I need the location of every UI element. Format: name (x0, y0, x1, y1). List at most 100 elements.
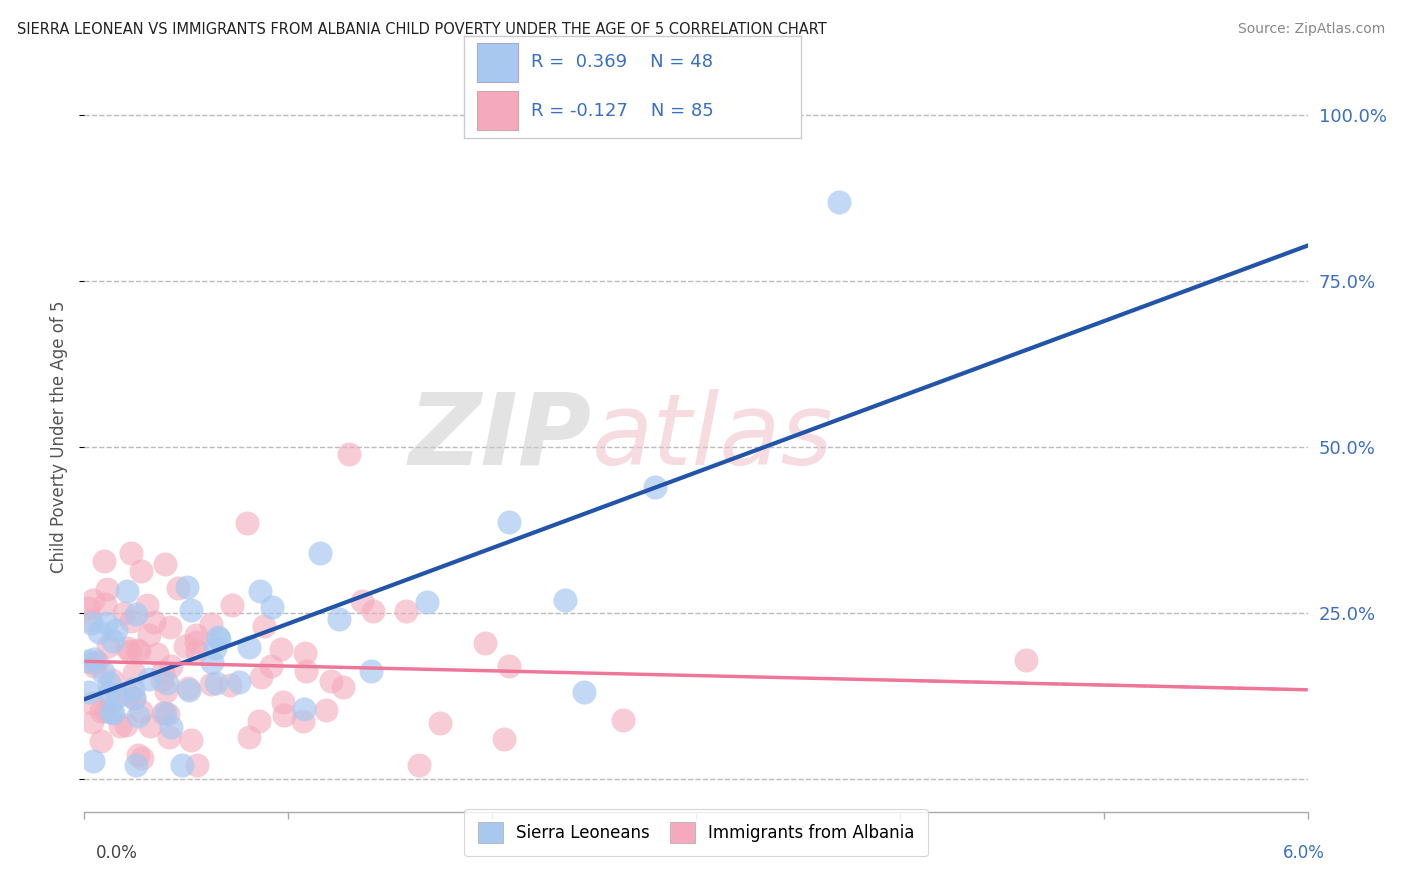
Point (156, 706, 179, 721)
Point (138, 718, 160, 732)
Point (122, 691, 145, 706)
Point (271, 694, 294, 708)
Point (238, 730, 260, 744)
Point (129, 705, 152, 719)
Point (429, 715, 451, 730)
Point (152, 706, 174, 720)
Point (228, 675, 250, 690)
Point (200, 617, 222, 632)
Point (146, 647, 169, 661)
Point (94, 615, 117, 630)
Point (83, 651, 105, 665)
Point (152, 665, 174, 679)
Point (554, 592, 576, 607)
Point (249, 584, 271, 599)
Point (86, 655, 108, 669)
Point (120, 614, 142, 628)
Point (262, 600, 284, 615)
Point (91, 665, 114, 679)
Point (360, 664, 382, 678)
Point (361, 604, 384, 618)
Point (494, 732, 516, 747)
Point (77, 654, 100, 668)
Point (612, 713, 634, 727)
Point (204, 676, 226, 690)
Point (135, 598, 157, 612)
Point (108, 719, 131, 733)
Point (339, 447, 361, 461)
Point (125, 607, 148, 622)
Point (80, 696, 103, 710)
Point (174, 640, 197, 654)
Point (474, 636, 496, 650)
Point (83, 656, 105, 670)
Point (250, 670, 273, 684)
Point (127, 642, 149, 657)
Point (828, 194, 851, 209)
Point (221, 598, 243, 612)
Point (115, 718, 138, 732)
Point (142, 615, 165, 629)
Point (159, 659, 181, 673)
Point (291, 714, 314, 729)
Point (87, 625, 110, 640)
Point (138, 673, 160, 687)
Text: Source: ZipAtlas.com: Source: ZipAtlas.com (1237, 22, 1385, 37)
Point (159, 619, 181, 633)
Point (131, 751, 153, 765)
Point (167, 581, 190, 595)
Point (127, 748, 149, 763)
Point (157, 730, 180, 744)
Point (416, 594, 439, 608)
Point (315, 703, 337, 717)
Point (124, 691, 146, 706)
Point (273, 708, 295, 723)
Point (184, 635, 207, 649)
Point (270, 641, 292, 656)
Point (100, 705, 122, 719)
Point (186, 643, 208, 657)
Text: R = -0.127    N = 85: R = -0.127 N = 85 (531, 102, 714, 120)
Point (97, 639, 120, 653)
Point (129, 564, 152, 578)
Text: 6.0%: 6.0% (1282, 844, 1324, 862)
Point (93, 553, 115, 567)
Point (79, 613, 101, 627)
Point (156, 675, 179, 690)
Point (153, 706, 176, 720)
Point (498, 515, 520, 529)
Point (112, 606, 135, 620)
Point (184, 628, 207, 642)
Legend: Sierra Leoneans, Immigrants from Albania: Sierra Leoneans, Immigrants from Albania (464, 809, 928, 855)
Point (252, 619, 274, 633)
Point (97, 675, 120, 690)
Point (200, 677, 222, 691)
Point (498, 659, 520, 673)
Point (80, 715, 103, 730)
Point (321, 673, 343, 688)
Point (100, 695, 122, 709)
Point (94, 704, 117, 718)
Point (247, 714, 270, 728)
Text: 0.0%: 0.0% (96, 844, 138, 862)
Point (94, 597, 117, 611)
Point (332, 680, 354, 694)
Point (186, 758, 208, 772)
Point (260, 659, 283, 673)
Point (127, 709, 149, 723)
Point (208, 632, 231, 646)
Point (294, 664, 316, 678)
Text: SIERRA LEONEAN VS IMMIGRANTS FROM ALBANIA CHILD POVERTY UNDER THE AGE OF 5 CORRE: SIERRA LEONEAN VS IMMIGRANTS FROM ALBANI… (17, 22, 827, 37)
Point (176, 681, 198, 695)
Point (83, 658, 105, 673)
Point (82, 592, 104, 607)
Point (309, 546, 332, 560)
Point (122, 681, 145, 696)
Text: R =  0.369    N = 48: R = 0.369 N = 48 (531, 54, 713, 71)
Point (238, 640, 260, 655)
Point (77, 600, 100, 615)
Point (644, 480, 666, 494)
Point (128, 643, 150, 657)
Point (160, 720, 183, 734)
Point (292, 702, 315, 716)
